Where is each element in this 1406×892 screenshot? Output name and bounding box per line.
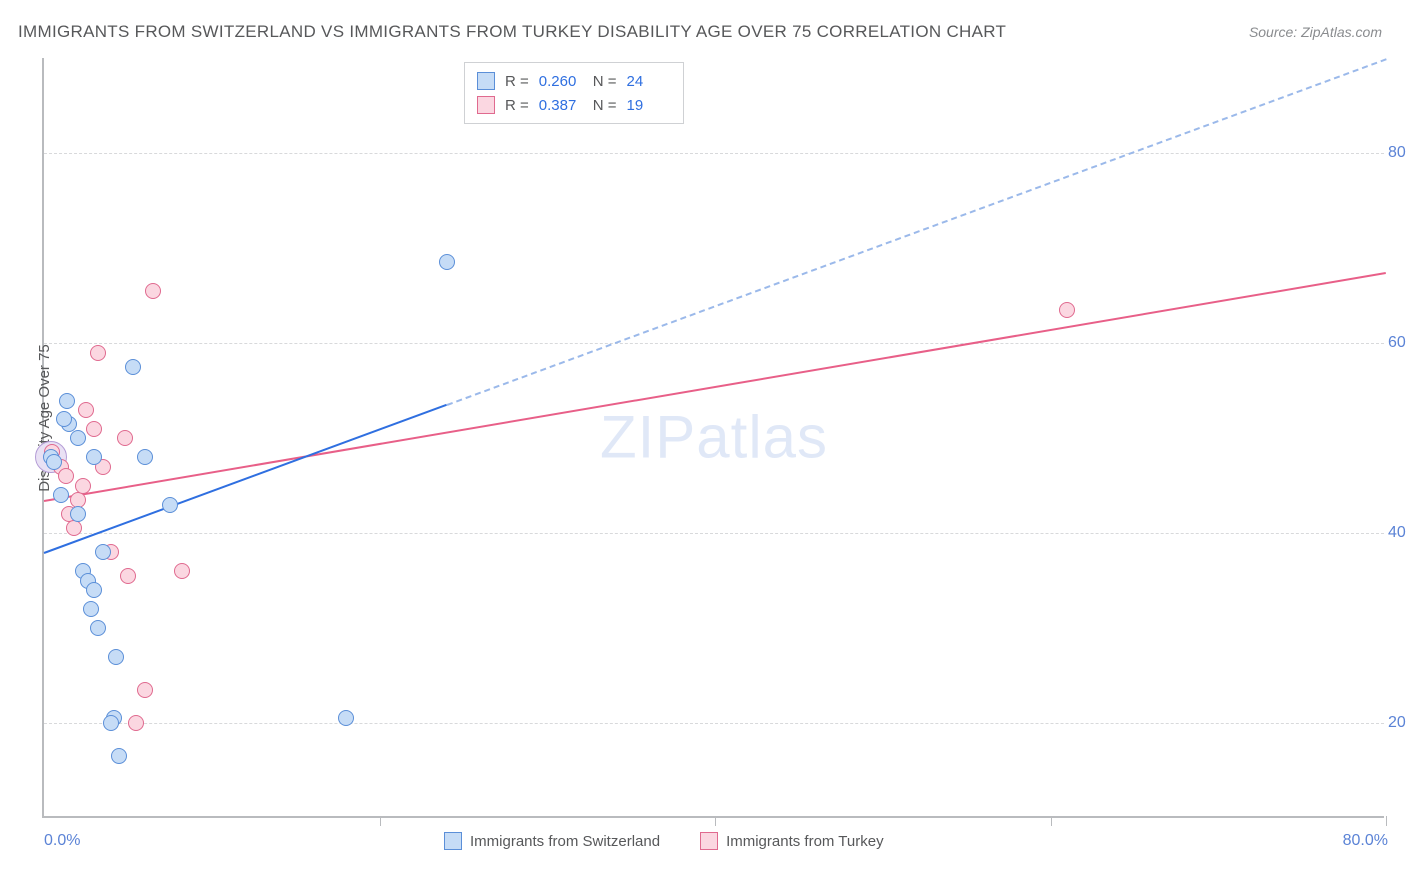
data-point-turkey <box>117 430 133 446</box>
n-label: N = <box>593 97 617 114</box>
r-value-switzerland: 0.260 <box>539 73 583 90</box>
scatter-plot: Disability Age Over 75 ZIPatlas R = 0.26… <box>42 58 1384 818</box>
data-point-turkey <box>78 402 94 418</box>
stats-row-turkey: R = 0.387 N = 19 <box>477 93 671 117</box>
data-point-switzerland <box>90 620 106 636</box>
data-point-switzerland <box>95 544 111 560</box>
data-point-turkey <box>145 283 161 299</box>
data-point-switzerland <box>111 748 127 764</box>
gridline <box>44 723 1384 724</box>
data-point-turkey <box>174 563 190 579</box>
data-point-turkey <box>75 478 91 494</box>
data-point-turkey <box>120 568 136 584</box>
y-tick-label: 80.0% <box>1388 144 1406 162</box>
n-label: N = <box>593 73 617 90</box>
watermark: ZIPatlas <box>600 403 828 472</box>
x-tick <box>715 816 716 826</box>
legend-item-turkey: Immigrants from Turkey <box>700 832 884 850</box>
watermark-text: ZIPatlas <box>600 404 828 471</box>
gridline <box>44 533 1384 534</box>
data-point-turkey <box>66 520 82 536</box>
y-tick-label: 20.0% <box>1388 714 1406 732</box>
n-value-turkey: 19 <box>627 97 671 114</box>
series-legend: Immigrants from Switzerland Immigrants f… <box>444 832 884 850</box>
data-point-turkey <box>90 345 106 361</box>
data-point-switzerland <box>86 449 102 465</box>
correlation-stats-box: R = 0.260 N = 24 R = 0.387 N = 19 <box>464 62 684 124</box>
gridline <box>44 343 1384 344</box>
x-axis-min-label: 0.0% <box>44 832 80 850</box>
chart-title: IMMIGRANTS FROM SWITZERLAND VS IMMIGRANT… <box>18 22 1006 42</box>
trend-line <box>44 404 447 554</box>
data-point-switzerland <box>108 649 124 665</box>
r-label: R = <box>505 97 529 114</box>
data-point-switzerland <box>103 715 119 731</box>
data-point-switzerland <box>439 254 455 270</box>
data-point-switzerland <box>338 710 354 726</box>
data-point-switzerland <box>70 430 86 446</box>
swatch-switzerland <box>444 832 462 850</box>
stats-row-switzerland: R = 0.260 N = 24 <box>477 69 671 93</box>
gridline <box>44 153 1384 154</box>
data-point-turkey <box>1059 302 1075 318</box>
legend-item-switzerland: Immigrants from Switzerland <box>444 832 660 850</box>
data-point-switzerland <box>86 582 102 598</box>
r-value-turkey: 0.387 <box>539 97 583 114</box>
data-point-turkey <box>128 715 144 731</box>
data-point-switzerland <box>162 497 178 513</box>
data-point-switzerland <box>137 449 153 465</box>
source-label: Source: ZipAtlas.com <box>1249 24 1382 40</box>
data-point-switzerland <box>70 506 86 522</box>
swatch-switzerland <box>477 72 495 90</box>
data-point-turkey <box>86 421 102 437</box>
swatch-turkey <box>477 96 495 114</box>
y-tick-label: 40.0% <box>1388 524 1406 542</box>
data-point-switzerland <box>125 359 141 375</box>
y-tick-label: 60.0% <box>1388 334 1406 352</box>
data-point-switzerland <box>56 411 72 427</box>
r-label: R = <box>505 73 529 90</box>
data-point-turkey <box>137 682 153 698</box>
x-tick <box>1386 816 1387 826</box>
data-point-switzerland <box>59 393 75 409</box>
swatch-turkey <box>700 832 718 850</box>
legend-label-switzerland: Immigrants from Switzerland <box>470 833 660 850</box>
x-tick <box>380 816 381 826</box>
x-axis-max-label: 80.0% <box>1343 832 1388 850</box>
data-point-turkey <box>58 468 74 484</box>
data-point-switzerland <box>53 487 69 503</box>
n-value-switzerland: 24 <box>627 73 671 90</box>
legend-label-turkey: Immigrants from Turkey <box>726 833 884 850</box>
x-tick <box>1051 816 1052 826</box>
data-point-switzerland <box>46 454 62 470</box>
data-point-switzerland <box>83 601 99 617</box>
